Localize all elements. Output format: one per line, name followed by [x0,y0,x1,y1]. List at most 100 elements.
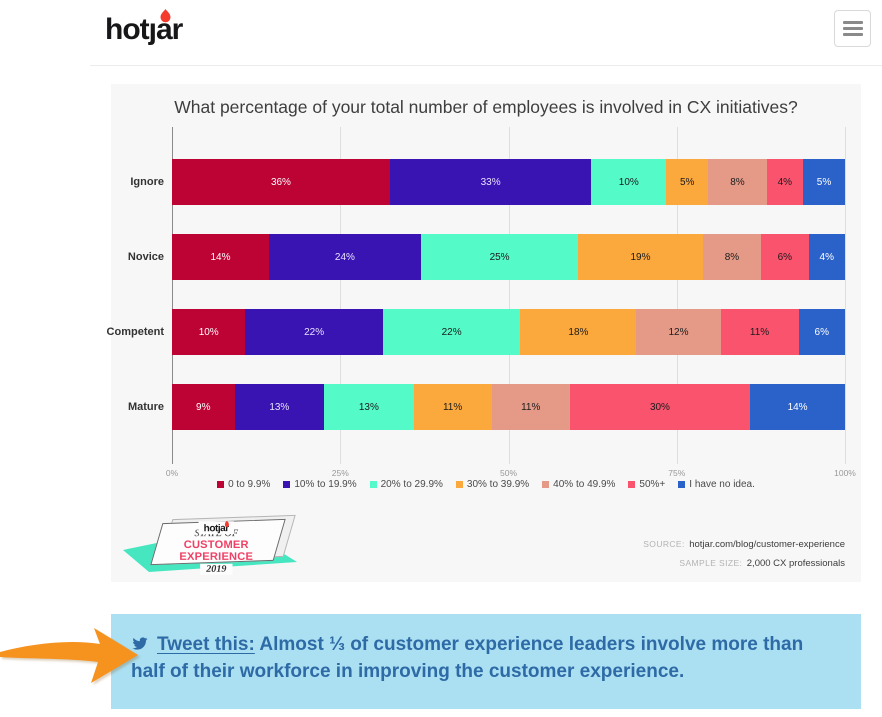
bar-segment-value: 8% [724,251,740,263]
source-block: SOURCE: hotjar.com/blog/customer-experie… [643,534,845,572]
badge-year: 2019 [200,563,233,575]
badge-customer-experience: CUSTOMER EXPERIENCE [179,539,254,563]
bar-segment: 12% [636,309,721,355]
hotjar-logo[interactable]: hotȷar [105,8,225,52]
category-label: Mature [127,401,164,413]
bar-segment: 24% [268,234,421,280]
arrow-icon [0,628,138,683]
legend-label: 20% to 29.9% [380,479,443,490]
bar-segment-value: 19% [630,251,651,263]
legend-swatch [628,481,636,488]
bar-segment: 14% [750,384,845,430]
bar-segment: 18% [520,309,637,355]
gridline [676,127,678,464]
bar-segment: 8% [702,234,762,280]
bar-segment-value: 10% [198,326,219,338]
bar-segment: 33% [389,159,592,205]
bar-row: Ignore 36% 33% 10% 5% 8% 4% 5% [130,159,845,205]
bar-segment: 25% [420,234,579,280]
bar-segment: 10% [172,309,246,355]
bar-segment-value: 8% [730,176,745,188]
bar-segment: 22% [245,309,383,355]
bar-segment: 4% [808,234,845,280]
category-label: Novice [127,251,164,263]
category-label: Competent [106,326,164,338]
gridline [172,127,173,464]
bar-segment-value: 14% [787,401,808,413]
legend-swatch [542,481,550,488]
legend-item: 30% to 39.9% [455,479,530,490]
site-header: hotȷar [0,0,882,66]
bar-segment: 13% [234,384,325,430]
bar-segment-value: 6% [814,326,829,338]
legend-swatch [369,481,377,488]
bar-segment: 5% [803,159,845,205]
bar-segment-value: 13% [269,401,290,413]
legend-label: I have no idea. [689,479,755,490]
legend-swatch [217,481,225,488]
chart-panel: What percentage of your total number of … [107,84,861,582]
bar-segment-value: 9% [196,401,211,413]
legend-swatch [283,481,291,488]
tweet-quote: Almost ⅓ of customer experience leaders … [131,634,804,682]
x-tick-label: 100% [834,468,856,478]
x-tick-label: 0% [165,468,179,478]
legend-label: 0 to 9.9% [228,479,271,490]
bar-segment-value: 14% [210,251,231,263]
bar-segment-value: 30% [649,401,670,413]
bar-segment-value: 11% [442,401,463,413]
bar-segment: 19% [578,234,703,280]
sample-size-value: 2,000 CX professionals [746,558,845,569]
legend-swatch [678,481,686,488]
bar-segment: 11% [491,384,570,430]
bar-segment-value: 33% [480,176,501,188]
bar-segment-value: 11% [749,326,770,338]
hamburger-menu-button[interactable] [834,10,871,47]
legend-label: 40% to 49.9% [553,479,616,490]
header-divider [90,65,882,66]
bar-segment: 6% [798,309,846,355]
bar-segment: 10% [591,159,667,205]
bar-segment-value: 25% [489,251,510,263]
bar-segment: 5% [666,159,709,205]
bar-segment: 11% [720,309,799,355]
legend-item: 10% to 19.9% [283,479,357,490]
bar-row: Competent 10% 22% 22% 18% 12% 11% 6% [107,309,846,355]
legend-item: I have no idea. [678,479,755,490]
plot-area: 0% 25% 50% 75% 100% Ignore 36% 33% 10% 5% 8% 4% 5% No… [107,127,856,478]
legend-item: 50%+ [628,479,665,490]
tweet-this-link[interactable]: Tweet this: [157,634,255,655]
gridline [508,127,510,464]
gridline [340,127,342,464]
legend-label: 30% to 39.9% [466,479,530,490]
bar-segment-value: 18% [568,326,589,338]
source-value: hotjar.com/blog/customer-experience [689,539,845,550]
bar-segment: 11% [413,384,492,430]
bar-segment-value: 4% [819,251,834,263]
bar-segment-value: 24% [334,251,355,263]
legend-item: 40% to 49.9% [542,479,615,490]
legend-item: 0 to 9.9% [217,479,270,490]
legend-label: 50%+ [639,479,666,490]
bar-segment-value: 22% [441,326,462,338]
hamburger-icon [842,21,863,24]
bar-segment: 14% [172,234,269,280]
bar-segment: 36% [172,159,390,205]
bar-segment-value: 4% [777,176,793,188]
bar-segment-value: 12% [668,326,689,338]
tweet-this-box[interactable]: Tweet this: Almost ⅓ of customer experie… [111,614,861,709]
bar-segment-value: 6% [777,251,793,263]
tweet-text: Tweet this: Almost ⅓ of customer experie… [131,631,833,685]
mini-flame-icon [224,521,229,528]
gridline [845,127,846,464]
bar-segment-value: 22% [304,326,325,338]
bar-segment: 30% [569,384,751,430]
bar-row: Mature 9% 13% 13% 11% 11% 30% 14% [128,384,845,430]
x-tick-label: 50% [499,468,517,478]
bar-segment: 8% [708,159,767,205]
bar-segment-value: 36% [270,176,291,188]
tweet-section: Tweet this: Almost ⅓ of customer experie… [0,614,861,709]
bar-segment: 6% [761,234,809,280]
chart-title: What percentage of your total number of … [174,97,798,117]
sample-size-label: SAMPLE SIZE: [679,558,743,568]
